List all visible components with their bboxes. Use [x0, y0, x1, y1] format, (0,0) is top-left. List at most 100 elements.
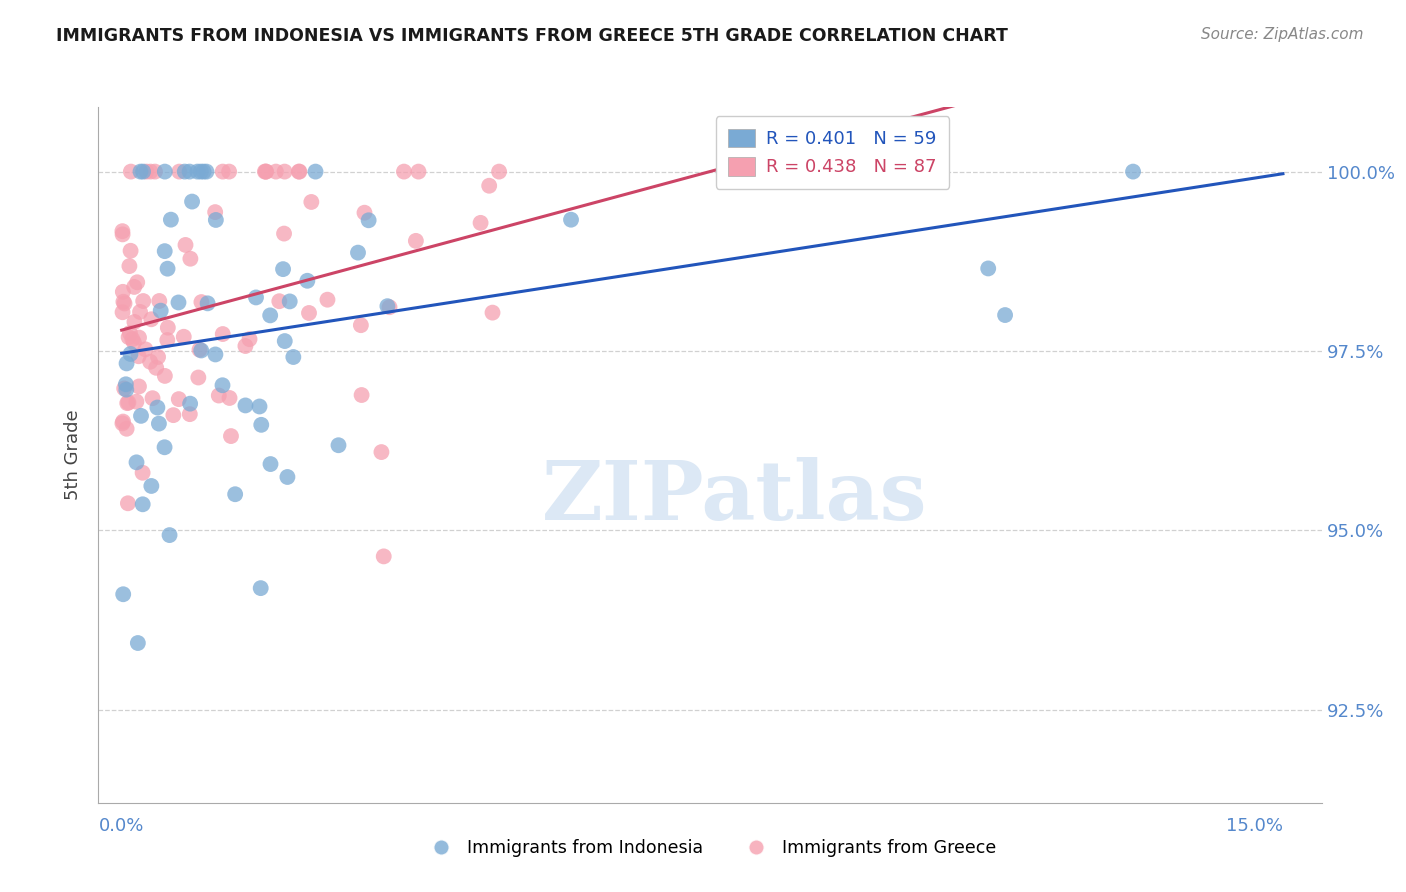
Point — [204, 347, 226, 361]
Point — [253, 164, 276, 178]
Point — [153, 164, 176, 178]
Point — [299, 194, 322, 209]
Point — [129, 164, 152, 178]
Point — [211, 326, 233, 341]
Point — [173, 164, 195, 178]
Point — [112, 415, 135, 429]
Point — [249, 581, 271, 595]
Point — [115, 383, 138, 397]
Point — [259, 309, 281, 323]
Point — [167, 392, 190, 406]
Point — [149, 303, 172, 318]
Point — [174, 238, 197, 252]
Point — [560, 212, 582, 227]
Point — [273, 227, 295, 241]
Point — [127, 636, 149, 650]
Point — [117, 330, 139, 344]
Point — [283, 350, 305, 364]
Point — [146, 350, 169, 364]
Point — [111, 417, 134, 431]
Point — [111, 224, 134, 238]
Point — [124, 315, 146, 329]
Point — [224, 487, 246, 501]
Point — [288, 164, 311, 178]
Point — [488, 164, 510, 178]
Point — [405, 234, 427, 248]
Point — [112, 587, 135, 601]
Point — [218, 164, 240, 178]
Point — [187, 370, 209, 384]
Point — [128, 330, 150, 344]
Point — [122, 335, 145, 350]
Point — [298, 306, 321, 320]
Text: Source: ZipAtlas.com: Source: ZipAtlas.com — [1201, 27, 1364, 42]
Point — [112, 294, 135, 309]
Point — [470, 216, 492, 230]
Point — [316, 293, 339, 307]
Point — [148, 293, 170, 308]
Point — [153, 440, 176, 454]
Point — [146, 401, 169, 415]
Point — [740, 164, 762, 178]
Point — [132, 293, 155, 308]
Point — [193, 164, 215, 178]
Point — [156, 320, 179, 334]
Point — [264, 164, 287, 178]
Point — [117, 496, 139, 510]
Point — [111, 305, 134, 319]
Y-axis label: 5th Grade: 5th Grade — [65, 409, 83, 500]
Point — [125, 455, 148, 469]
Text: 0.0%: 0.0% — [98, 817, 143, 835]
Point — [219, 429, 242, 443]
Point — [143, 164, 166, 178]
Point — [156, 261, 179, 276]
Point — [190, 295, 212, 310]
Point — [378, 300, 401, 314]
Point — [135, 164, 157, 178]
Text: IMMIGRANTS FROM INDONESIA VS IMMIGRANTS FROM GREECE 5TH GRADE CORRELATION CHART: IMMIGRANTS FROM INDONESIA VS IMMIGRANTS … — [56, 27, 1008, 45]
Point — [120, 347, 142, 361]
Point — [131, 466, 153, 480]
Point — [235, 399, 257, 413]
Point — [111, 227, 134, 242]
Point — [162, 408, 184, 422]
Point — [392, 164, 415, 178]
Point — [112, 381, 135, 395]
Point — [120, 244, 142, 258]
Point — [179, 252, 201, 266]
Point — [128, 379, 150, 393]
Point — [148, 417, 170, 431]
Point — [129, 305, 152, 319]
Point — [115, 377, 138, 392]
Text: 15.0%: 15.0% — [1226, 817, 1282, 835]
Point — [218, 391, 240, 405]
Point — [408, 164, 430, 178]
Point — [111, 285, 134, 299]
Point — [127, 275, 149, 289]
Point — [304, 164, 326, 178]
Legend: Immigrants from Indonesia, Immigrants from Greece: Immigrants from Indonesia, Immigrants fr… — [418, 832, 1002, 863]
Point — [141, 391, 163, 405]
Point — [186, 164, 208, 178]
Point — [254, 164, 277, 178]
Point — [211, 164, 233, 178]
Point — [353, 205, 375, 219]
Point — [370, 445, 392, 459]
Point — [125, 394, 148, 409]
Point — [179, 164, 201, 178]
Point — [377, 299, 399, 313]
Point — [139, 164, 162, 178]
Point — [120, 164, 142, 178]
Point — [115, 396, 138, 410]
Point — [197, 296, 219, 310]
Point — [179, 407, 201, 421]
Point — [273, 164, 295, 178]
Point — [205, 213, 228, 227]
Point — [129, 409, 152, 423]
Point — [121, 332, 143, 346]
Point — [288, 164, 311, 178]
Point — [190, 343, 212, 358]
Point — [131, 497, 153, 511]
Point — [179, 397, 201, 411]
Point — [328, 438, 350, 452]
